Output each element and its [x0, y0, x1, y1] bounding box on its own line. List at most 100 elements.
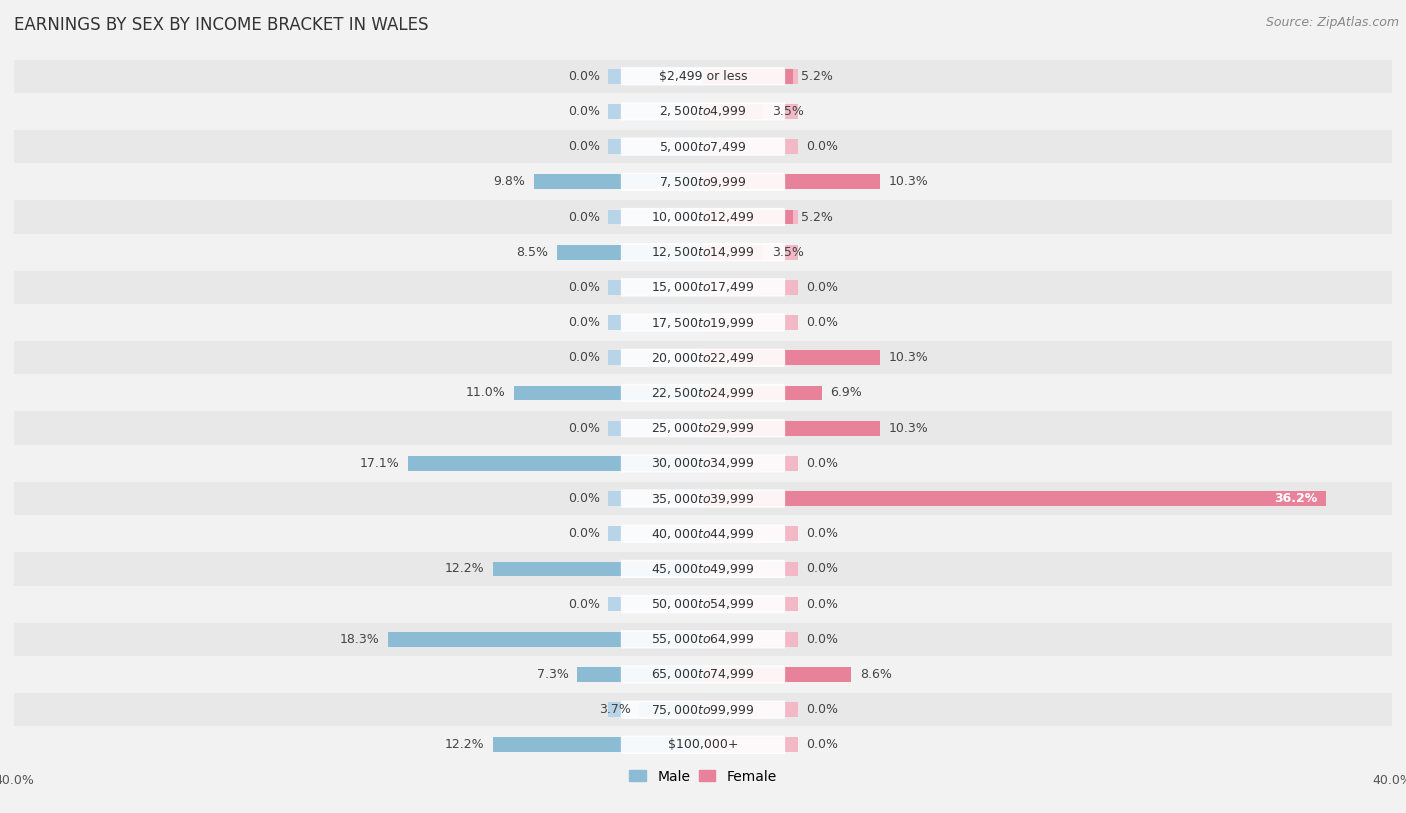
Bar — [14, 236, 1392, 269]
Text: 12.2%: 12.2% — [444, 738, 484, 751]
Bar — [14, 623, 1392, 656]
Text: 9.8%: 9.8% — [494, 176, 526, 189]
Bar — [609, 210, 703, 224]
Text: 0.0%: 0.0% — [807, 457, 838, 470]
FancyBboxPatch shape — [621, 701, 785, 719]
Bar — [609, 526, 703, 541]
FancyBboxPatch shape — [621, 243, 785, 261]
Bar — [14, 200, 1392, 234]
FancyBboxPatch shape — [621, 384, 785, 402]
Bar — [640, 702, 703, 717]
FancyBboxPatch shape — [621, 560, 785, 578]
Bar — [14, 341, 1392, 375]
Text: 0.0%: 0.0% — [807, 527, 838, 540]
Text: 36.2%: 36.2% — [1275, 492, 1317, 505]
Bar — [703, 597, 797, 611]
Text: 5.2%: 5.2% — [801, 70, 832, 83]
Bar — [609, 245, 703, 259]
Text: $75,000 to $99,999: $75,000 to $99,999 — [651, 702, 755, 717]
Bar — [609, 491, 703, 506]
Bar — [609, 315, 703, 330]
Text: 3.7%: 3.7% — [599, 703, 631, 716]
Bar — [703, 421, 797, 436]
FancyBboxPatch shape — [621, 454, 785, 472]
Bar — [609, 175, 703, 189]
Text: 10.3%: 10.3% — [889, 422, 929, 435]
Bar — [14, 376, 1392, 410]
Text: Source: ZipAtlas.com: Source: ZipAtlas.com — [1265, 16, 1399, 29]
Bar — [703, 526, 797, 541]
FancyBboxPatch shape — [621, 314, 785, 332]
Bar — [609, 280, 703, 295]
Bar — [703, 667, 851, 682]
Bar — [534, 175, 703, 189]
Text: $35,000 to $39,999: $35,000 to $39,999 — [651, 492, 755, 506]
FancyBboxPatch shape — [621, 419, 785, 437]
Bar — [609, 69, 703, 84]
FancyBboxPatch shape — [621, 172, 785, 191]
Bar — [703, 421, 880, 436]
Bar — [494, 737, 703, 752]
Bar — [703, 245, 797, 259]
Text: $25,000 to $29,999: $25,000 to $29,999 — [651, 421, 755, 435]
Text: 0.0%: 0.0% — [568, 140, 599, 153]
Text: 7.3%: 7.3% — [537, 668, 568, 681]
Bar — [703, 175, 797, 189]
Bar — [609, 385, 703, 400]
Text: $17,500 to $19,999: $17,500 to $19,999 — [651, 315, 755, 329]
Bar — [703, 385, 823, 400]
Bar — [703, 667, 797, 682]
Text: 6.9%: 6.9% — [831, 386, 862, 399]
Bar — [609, 597, 703, 611]
FancyBboxPatch shape — [621, 736, 785, 754]
Text: $55,000 to $64,999: $55,000 to $64,999 — [651, 633, 755, 646]
Bar — [703, 175, 880, 189]
FancyBboxPatch shape — [621, 102, 785, 120]
Text: $15,000 to $17,499: $15,000 to $17,499 — [651, 280, 755, 294]
Text: $12,500 to $14,999: $12,500 to $14,999 — [651, 246, 755, 259]
Bar — [14, 59, 1392, 93]
Text: 0.0%: 0.0% — [807, 633, 838, 646]
Bar — [703, 562, 797, 576]
Text: $50,000 to $54,999: $50,000 to $54,999 — [651, 597, 755, 611]
Text: 0.0%: 0.0% — [568, 422, 599, 435]
Text: 0.0%: 0.0% — [807, 563, 838, 576]
Text: 0.0%: 0.0% — [807, 316, 838, 329]
Bar — [14, 95, 1392, 128]
Bar — [703, 210, 797, 224]
Bar — [14, 728, 1392, 762]
Bar — [703, 737, 797, 752]
FancyBboxPatch shape — [621, 208, 785, 226]
Bar — [703, 104, 763, 119]
Legend: Male, Female: Male, Female — [624, 764, 782, 789]
Text: 0.0%: 0.0% — [568, 598, 599, 611]
Bar — [609, 702, 703, 717]
FancyBboxPatch shape — [621, 278, 785, 297]
Bar — [703, 104, 797, 119]
Bar — [609, 737, 703, 752]
FancyBboxPatch shape — [621, 489, 785, 507]
FancyBboxPatch shape — [621, 595, 785, 613]
Text: 3.5%: 3.5% — [772, 246, 804, 259]
Bar — [14, 517, 1392, 550]
Bar — [609, 456, 703, 471]
Bar — [703, 280, 797, 295]
Bar — [14, 658, 1392, 691]
Bar — [703, 702, 797, 717]
Text: $5,000 to $7,499: $5,000 to $7,499 — [659, 140, 747, 154]
Text: EARNINGS BY SEX BY INCOME BRACKET IN WALES: EARNINGS BY SEX BY INCOME BRACKET IN WAL… — [14, 16, 429, 34]
FancyBboxPatch shape — [621, 665, 785, 684]
Bar — [388, 632, 703, 646]
Bar — [14, 446, 1392, 480]
FancyBboxPatch shape — [621, 67, 785, 85]
Bar — [703, 139, 797, 154]
Text: 0.0%: 0.0% — [807, 598, 838, 611]
Bar — [609, 421, 703, 436]
Bar — [14, 693, 1392, 726]
Bar — [703, 456, 797, 471]
FancyBboxPatch shape — [621, 137, 785, 156]
FancyBboxPatch shape — [621, 630, 785, 649]
Text: 0.0%: 0.0% — [568, 281, 599, 294]
Text: $22,500 to $24,999: $22,500 to $24,999 — [651, 386, 755, 400]
Bar — [14, 552, 1392, 585]
